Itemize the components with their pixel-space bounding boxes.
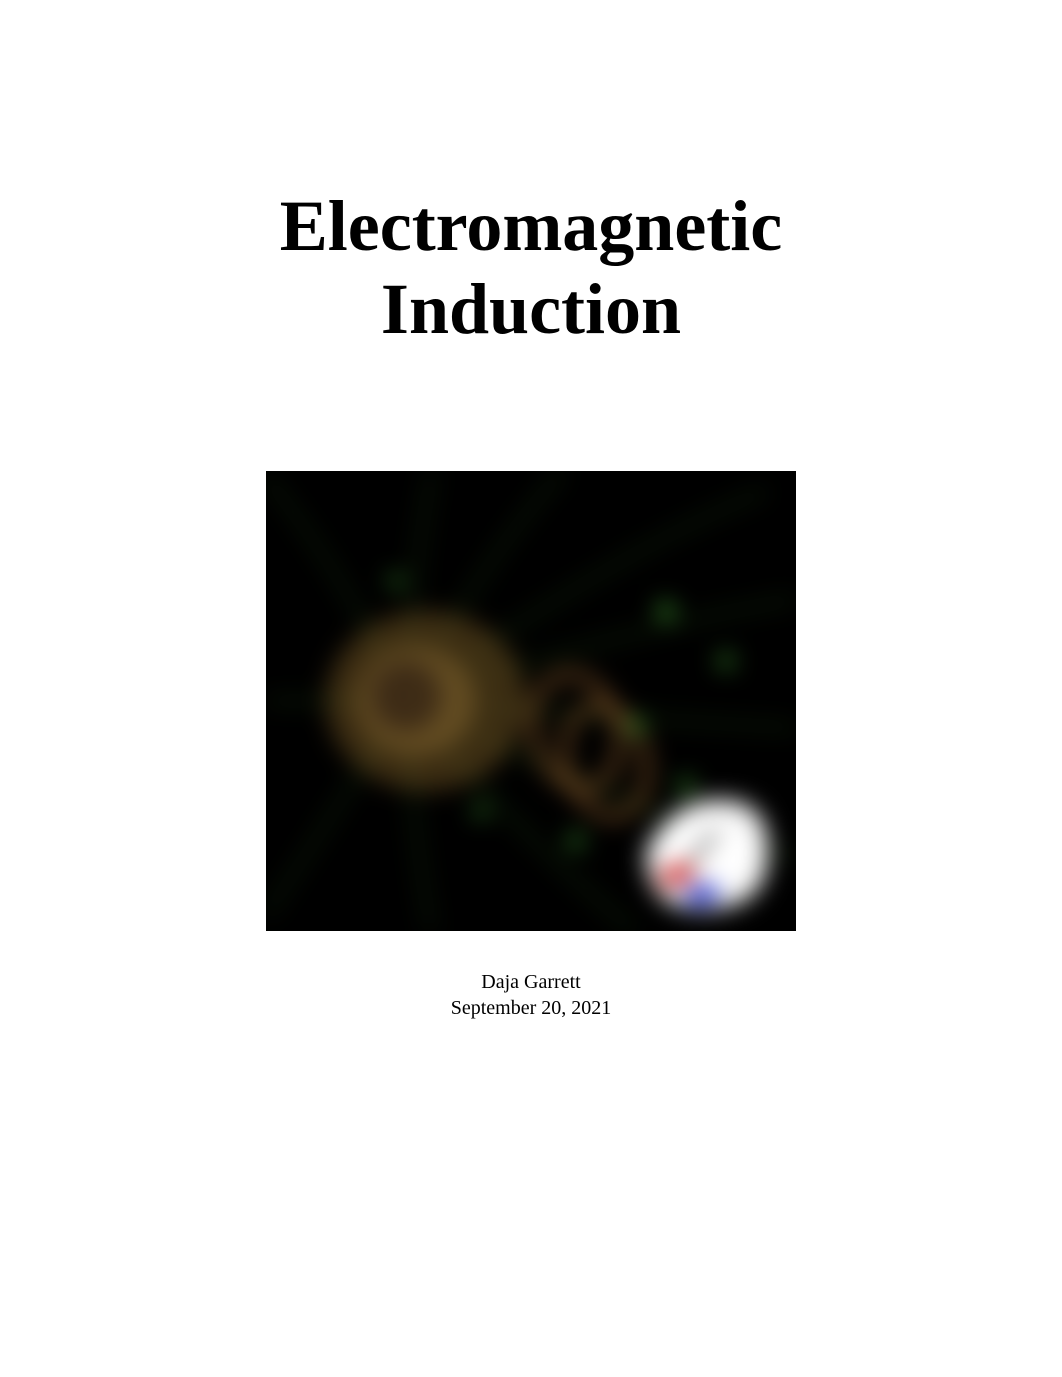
document-title: Electromagnetic Induction [280,185,783,351]
title-line-1: Electromagnetic [280,186,783,266]
author-date: September 20, 2021 [451,995,612,1021]
author-name: Daja Garrett [451,969,612,995]
title-line-2: Induction [381,269,681,349]
author-block: Daja Garrett September 20, 2021 [451,969,612,1021]
illustration-electromagnetic-induction [266,471,796,931]
